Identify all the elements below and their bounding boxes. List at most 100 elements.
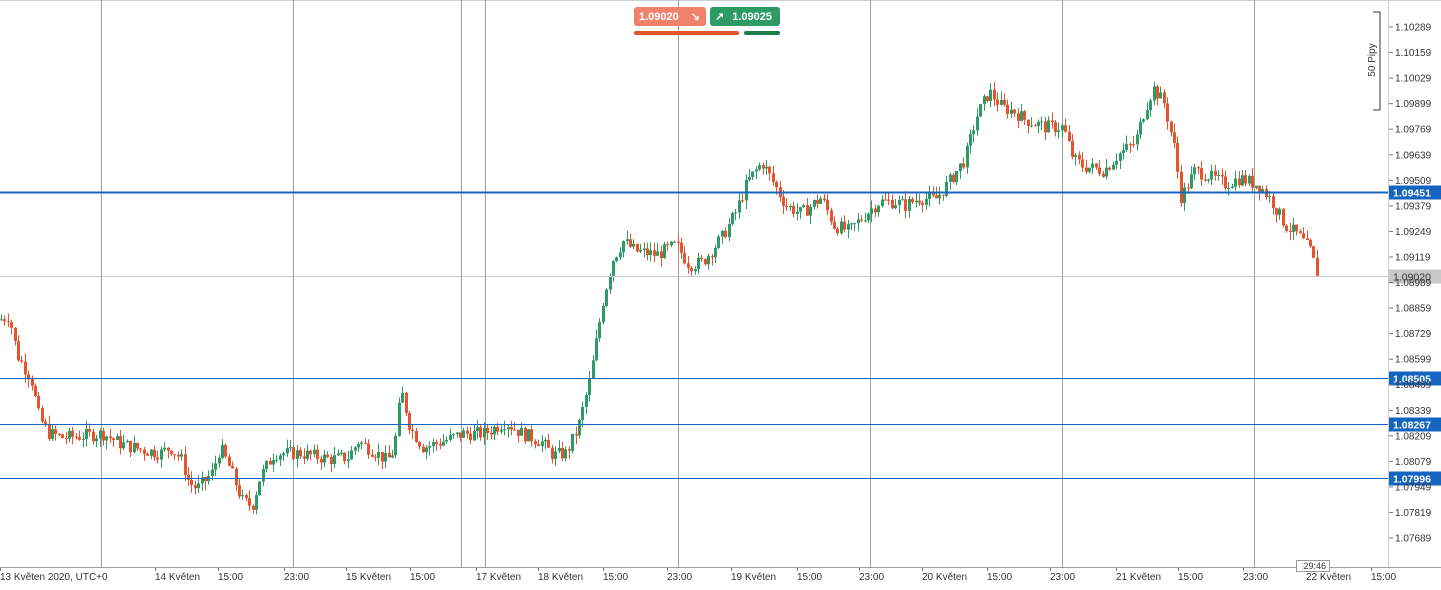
candle-bearish [153,449,156,458]
current-price-label: 1.09020 [1393,272,1431,284]
candle-bearish [700,257,703,260]
sell-button[interactable]: 1.09020 ↘ [634,7,706,26]
candle-bullish [541,441,544,446]
candle-bullish [1030,125,1033,127]
candle-bullish [1112,164,1115,170]
y-tick-label: 1.08339 [1395,406,1432,417]
arrow-down-right-icon: ↘ [690,11,700,23]
candle-bearish [561,447,564,459]
candle-bearish [299,450,302,457]
candle-bearish [92,431,95,442]
level-price-label: 1.08267 [1393,420,1431,432]
candle-bearish [3,319,6,322]
candle-bullish [976,116,979,131]
candle-bullish [116,436,119,440]
candle-bullish [527,429,530,442]
candle-bullish [445,439,448,442]
candle-bullish [721,230,724,237]
time-axis: 13 Květen 2020, UTC+0 14 Květen 15:00 23:00… [0,568,1396,583]
candle-bearish [1156,86,1159,99]
candle-bullish [758,165,761,170]
candle-bearish [88,429,91,432]
candle-bearish [435,441,438,444]
x-tick-label: 20 Květen [922,572,967,583]
candle-bullish [564,449,567,459]
candle-bullish [857,219,860,224]
candle-bearish [7,321,10,323]
candle-bearish [904,199,907,211]
x-tick-label: 15:00 [218,572,243,583]
candle-bullish [357,444,360,448]
candle-bullish [306,450,309,459]
candle-bearish [1166,103,1169,122]
candle-bearish [653,250,656,256]
candle-bearish [326,454,329,458]
candle-bearish [252,505,255,510]
arrow-up-right-icon: ↗ [715,11,725,23]
candle-bullish [0,319,3,321]
candle-bearish [762,165,765,169]
sell-volume-bar [634,31,739,35]
candle-bearish [1176,142,1179,172]
candle-bullish [972,130,975,135]
candle-bullish [500,429,503,432]
candle-bullish [945,181,948,196]
candle-bullish [983,96,986,105]
candle-bullish [578,420,581,436]
x-tick-label: 18 Květen [538,572,583,583]
candle-bearish [1251,175,1254,188]
candle-bearish [823,198,826,201]
candle-bullish [456,432,459,435]
candle-bullish [609,275,612,290]
candle-bullish [449,434,452,440]
candle-bullish [133,442,136,453]
y-tick-label: 1.09509 [1395,176,1432,187]
candle-bullish [394,435,397,456]
candle-bearish [418,442,421,447]
candle-bearish [1054,122,1057,132]
candle-bullish [901,199,904,201]
candle-bearish [388,452,391,458]
buy-button[interactable]: ↗ 1.09025 [710,7,780,26]
candle-bearish [439,443,442,446]
candle-bearish [683,252,686,264]
levels-layer[interactable]: 1.09451 1.08505 1.08267 1.07996 1.09020 [0,185,1441,486]
candle-bullish [697,257,700,269]
candle-bearish [510,427,513,430]
candle-bearish [173,454,176,456]
candle-bullish [898,199,901,206]
candle-bearish [524,428,527,442]
candle-bullish [622,241,625,253]
candle-bearish [836,228,839,234]
candle-bearish [27,374,30,380]
candle-bullish [813,200,816,207]
candle-bearish [129,440,132,453]
candle-bullish [503,429,506,431]
candle-bearish [575,433,578,436]
candle-bullish [639,249,642,252]
candle-bearish [1129,144,1132,146]
candle-bearish [1200,168,1203,180]
candle-bullish [442,441,445,446]
candle-bearish [1085,167,1088,172]
x-tick-label: 23:00 [667,572,692,583]
candle-bullish [354,447,357,451]
candle-bearish [177,454,180,457]
candle-bullish [1047,120,1050,133]
candle-bullish [751,171,754,178]
candle-bullish [520,428,523,436]
candle-bullish [554,451,557,459]
candle-bullish [1207,179,1210,181]
candle-bullish [955,171,958,183]
level-price-badge [1389,371,1441,386]
candle-bullish [1040,121,1043,123]
candle-bullish [592,360,595,379]
candle-bearish [884,199,887,201]
x-tick-label: 15:00 [410,572,435,583]
candle-bullish [745,179,748,201]
x-tick-label: 22 Květen [1306,572,1351,583]
candle-bullish [853,223,856,225]
candle-bullish [571,433,574,451]
